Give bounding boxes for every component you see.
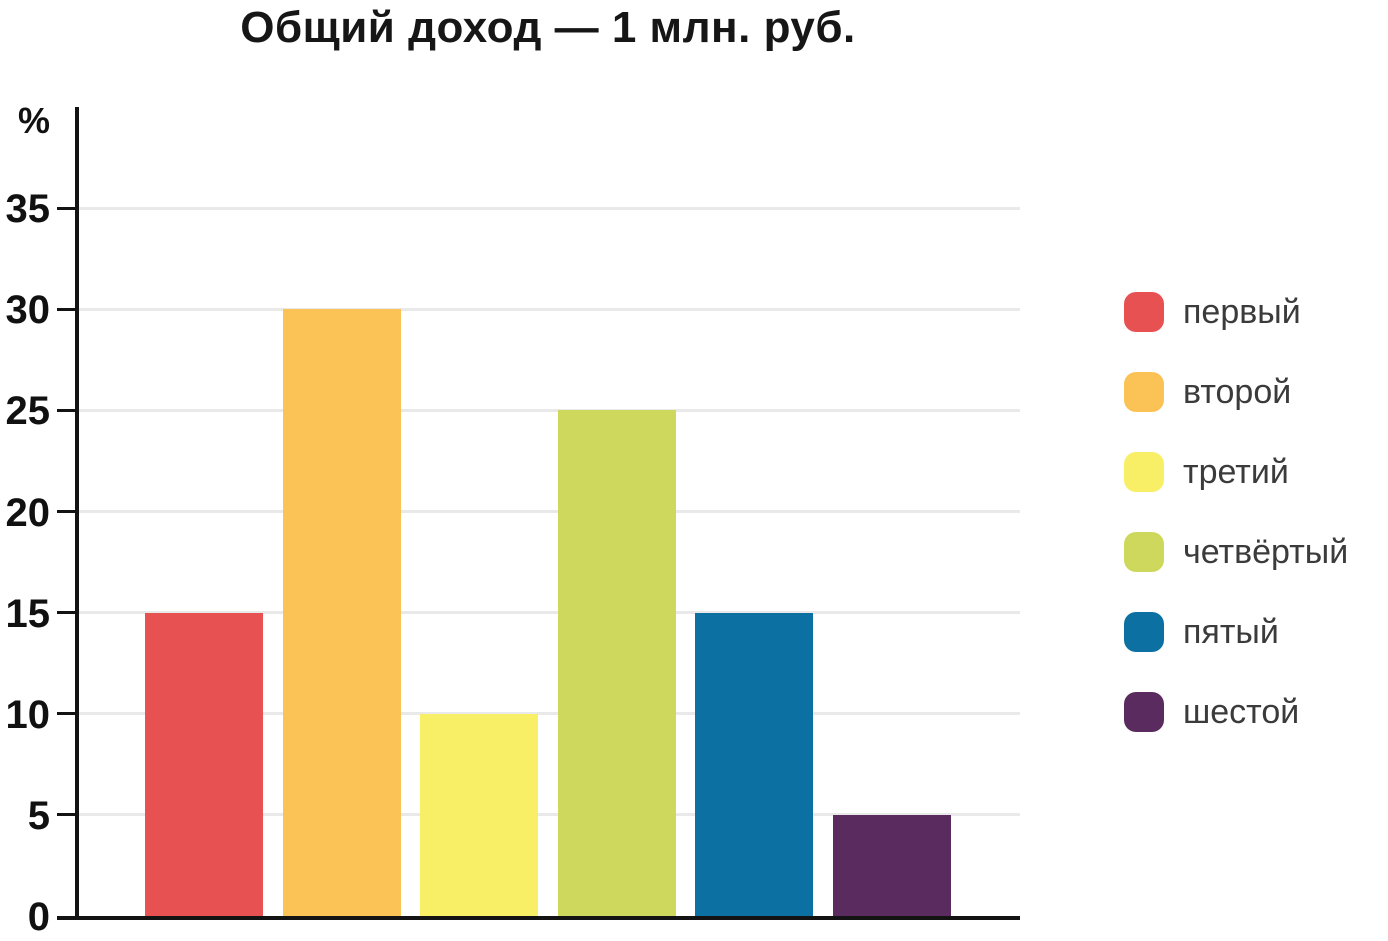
gridline-25 [79,408,1020,412]
y-tick-mark-20 [57,510,77,513]
legend-label-6: шестой [1183,692,1300,731]
bar-пятый [695,612,814,916]
legend-item-3: третий [1124,452,1348,492]
y-tick-mark-35 [57,206,77,210]
bar-шестой [833,814,951,916]
gridline-35 [79,206,1020,210]
legend-swatch-3 [1124,452,1164,492]
plot-area [77,107,1020,916]
x-axis-line [57,916,1020,920]
legend: первый второй третий четвёртый пятый шестой [1124,292,1348,772]
y-tick-label-30: 30 [5,288,51,333]
bar-второй [282,309,401,916]
legend-swatch-6 [1124,692,1164,732]
legend-swatch-1 [1124,292,1164,332]
y-tick-label-15: 15 [5,591,51,636]
gridline-20 [79,510,1020,513]
y-axis-line [75,107,79,920]
legend-item-6: шестой [1124,692,1348,732]
legend-item-1: первый [1124,292,1348,332]
legend-label-3: третий [1183,452,1289,491]
bar-первый [145,612,263,916]
y-tick-label-0: 0 [27,895,50,939]
legend-item-4: четвёртый [1124,532,1348,572]
legend-label-4: четвёртый [1183,532,1349,571]
y-tick-mark-25 [57,408,77,412]
bar-четвёртый [557,410,676,916]
y-tick-mark-15 [57,611,77,615]
y-tick-mark-10 [57,712,77,716]
gridline-10 [79,712,1020,716]
legend-swatch-4 [1124,532,1164,572]
gridline-15 [79,611,1020,615]
bar-третий [420,713,539,916]
legend-label-1: первый [1183,292,1301,331]
y-axis-unit-label: % [17,100,50,141]
y-tick-label-10: 10 [5,692,51,737]
y-tick-mark-5 [57,813,77,817]
gridline-30 [79,307,1020,311]
y-tick-label-35: 35 [5,187,51,232]
legend-swatch-2 [1124,372,1164,412]
legend-item-5: пятый [1124,612,1348,652]
y-tick-label-5: 5 [27,793,50,838]
y-tick-label-25: 25 [5,389,51,434]
legend-label-5: пятый [1183,612,1279,651]
y-tick-mark-30 [57,307,77,311]
legend-label-2: второй [1183,372,1292,411]
legend-item-2: второй [1124,372,1348,412]
legend-swatch-5 [1124,612,1164,652]
y-tick-label-20: 20 [5,490,51,535]
gridline-5 [79,813,1020,817]
chart-title: Общий доход — 1 млн. руб. [240,3,856,52]
